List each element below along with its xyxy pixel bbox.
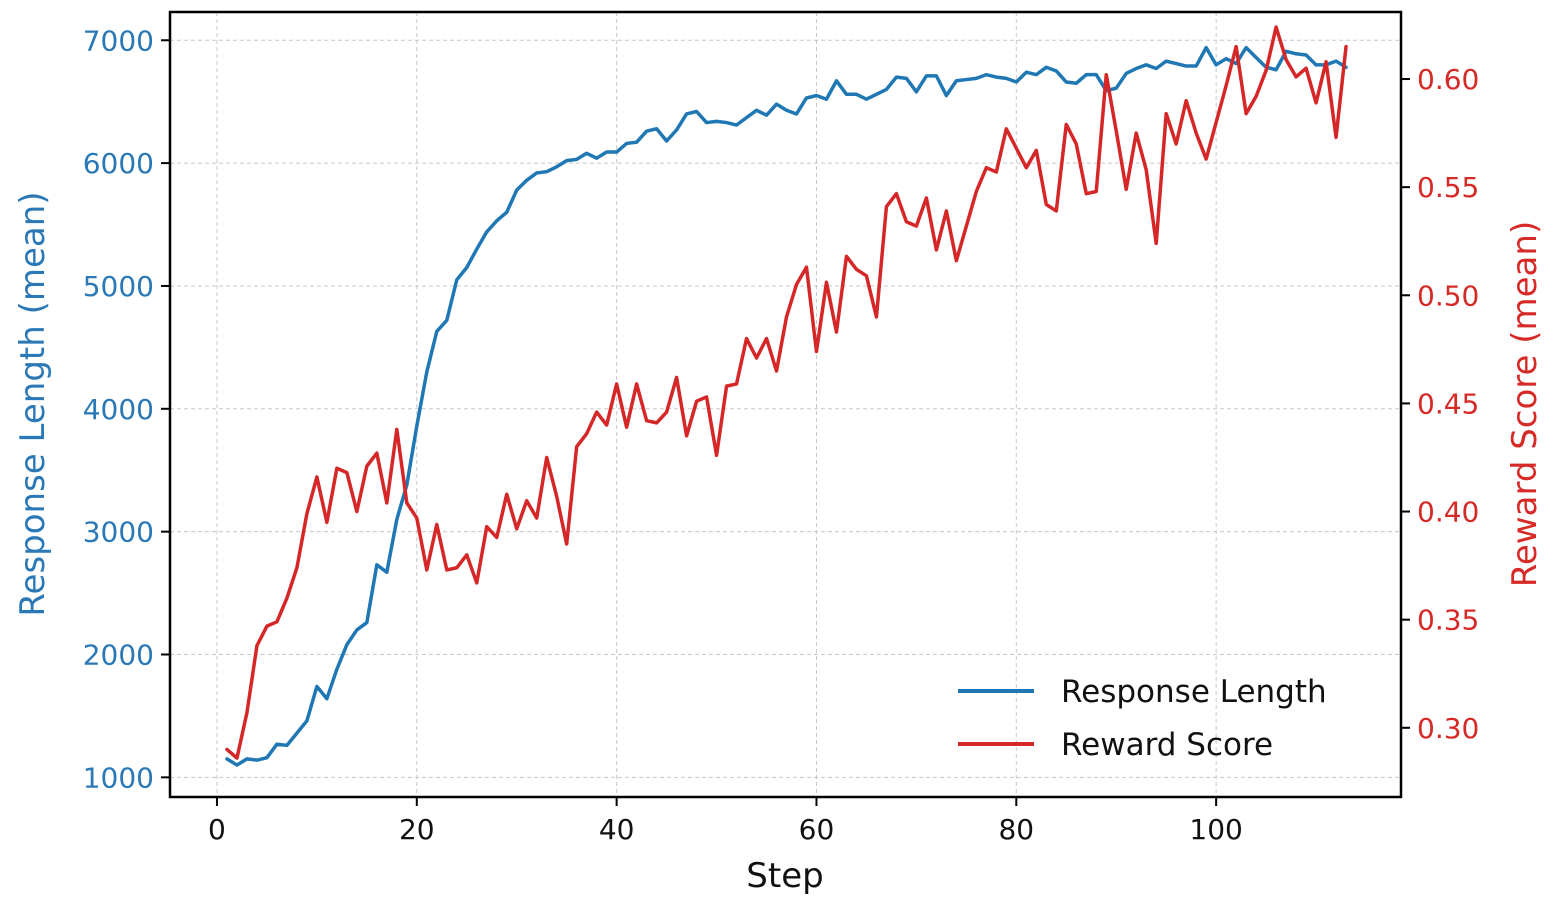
x-tick-label: 80 bbox=[998, 813, 1034, 846]
y-right-tick-label: 0.45 bbox=[1417, 387, 1479, 420]
y-left-tick-label: 2000 bbox=[83, 638, 154, 671]
y-left-tick-label: 4000 bbox=[83, 393, 154, 426]
y-left-tick-label: 7000 bbox=[83, 24, 154, 57]
y-axis-right-label: Reward Score (mean) bbox=[1505, 221, 1545, 587]
y-right-tick-label: 0.35 bbox=[1417, 604, 1479, 637]
y-left-tick-label: 6000 bbox=[83, 147, 154, 180]
series-line-response-length bbox=[225, 45, 1348, 767]
x-tick-label: 40 bbox=[599, 813, 635, 846]
legend-label-response-length: Response Length bbox=[1061, 674, 1327, 710]
legend-label-reward-score: Reward Score bbox=[1061, 727, 1273, 763]
y-left-tick-label: 1000 bbox=[83, 761, 154, 794]
y-left-tick-label: 3000 bbox=[83, 516, 154, 549]
grid-lines bbox=[170, 12, 1401, 797]
plot-frame bbox=[168, 10, 1403, 799]
y-right-tick-label: 0.40 bbox=[1417, 496, 1479, 529]
y-right-tick-label: 0.60 bbox=[1417, 63, 1479, 96]
y-right-tick-label: 0.55 bbox=[1417, 171, 1479, 204]
x-tick-label: 60 bbox=[799, 813, 835, 846]
x-tick-label: 0 bbox=[208, 813, 226, 846]
y-axis-left-label: Response Length (mean) bbox=[13, 191, 53, 616]
x-axis-label: Step bbox=[746, 856, 823, 896]
axis-ticks: 0 20 40 60 80 100 1000 2000 3000 4000 5000 6000 7000… bbox=[83, 24, 1480, 846]
x-tick-label: 100 bbox=[1189, 813, 1242, 846]
y-left-tick-label: 5000 bbox=[83, 270, 154, 303]
y-right-tick-label: 0.50 bbox=[1417, 279, 1479, 312]
y-right-tick-label: 0.30 bbox=[1417, 712, 1479, 745]
legend: Response Length Reward Score bbox=[958, 674, 1327, 763]
series-line-reward-score bbox=[225, 25, 1348, 760]
x-tick-label: 20 bbox=[399, 813, 435, 846]
series-lines bbox=[225, 25, 1348, 767]
